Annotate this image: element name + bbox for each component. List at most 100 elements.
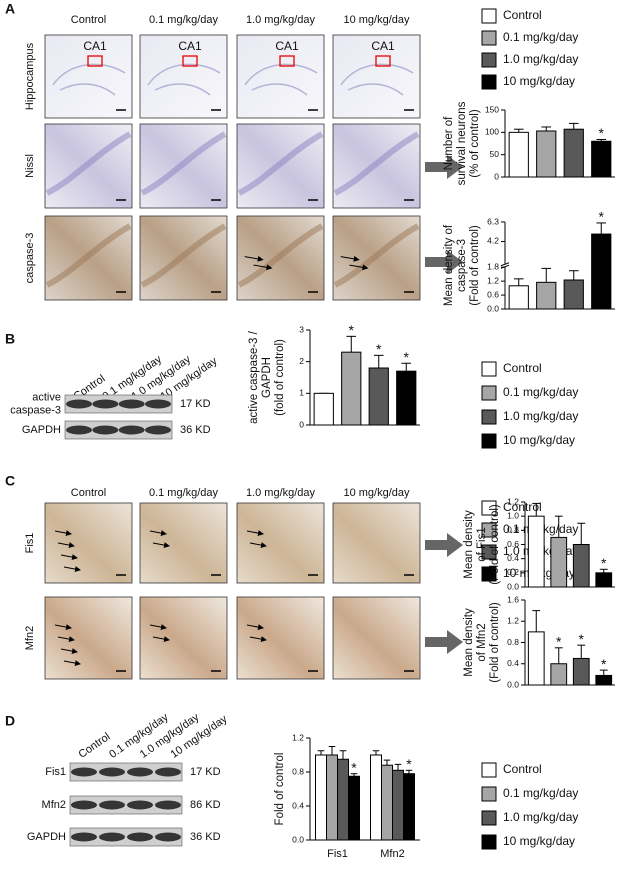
legend-label: Control	[503, 762, 542, 776]
significance-mark: *	[601, 656, 607, 672]
arrow	[349, 264, 369, 271]
y-tick-label: 1.0	[507, 510, 519, 520]
arrow	[57, 636, 75, 643]
blot-size: 17 KD	[180, 398, 211, 410]
legend-label: 1.0 mg/kg/day	[503, 409, 578, 423]
arrow	[149, 530, 167, 537]
flow-arrow	[425, 533, 463, 557]
bar	[392, 769, 404, 841]
legend-swatch	[481, 566, 497, 582]
blot-row-label: Fis1	[45, 766, 66, 778]
legend-label: 0.1 mg/kg/day	[503, 30, 578, 44]
flow-arrow	[425, 630, 463, 654]
panel-letter: D	[5, 713, 15, 729]
bar	[563, 279, 584, 310]
y-tick-label: 0.0	[507, 679, 519, 689]
y-axis-label: Mean density	[463, 510, 475, 579]
bar	[348, 775, 360, 841]
significance-mark: *	[599, 209, 605, 225]
blot-row-label: Mfn2	[42, 799, 66, 811]
legend-label: Control	[503, 500, 542, 514]
bar	[341, 351, 362, 426]
blot-band	[145, 399, 171, 409]
y-tick-label: 1	[299, 388, 304, 398]
y-tick-label: 0.4	[507, 553, 519, 563]
significance-mark: *	[376, 341, 382, 357]
y-axis-label: (Fold of control)	[469, 225, 481, 306]
cell-layer	[45, 223, 132, 288]
blot-band	[92, 399, 119, 409]
y-tick-label: 4.2	[487, 236, 499, 246]
blot-band	[99, 800, 125, 810]
y-axis-label: active caspase-3 /	[248, 330, 260, 423]
panel-letter: B	[5, 331, 15, 347]
y-axis-label: of Mfn2	[476, 623, 488, 661]
row-label: Fis1	[24, 533, 36, 554]
cell-layer	[140, 131, 227, 196]
bar	[313, 392, 334, 426]
bar	[595, 572, 613, 588]
y-tick-label: 0.0	[487, 303, 499, 313]
bar	[508, 131, 529, 178]
y-tick-label: 1.8	[487, 261, 499, 271]
x-tick-label: Fis1	[327, 848, 348, 860]
bar	[595, 674, 613, 686]
legend-swatch	[481, 409, 497, 425]
bar	[370, 754, 382, 841]
legend-swatch	[481, 810, 497, 826]
column-header: 10 mg/kg/day	[343, 14, 410, 26]
y-tick-label: 0.4	[292, 800, 304, 810]
region-label: CA1	[178, 39, 202, 53]
y-axis-label: caspase-3	[456, 239, 468, 292]
lane-label: Control	[77, 731, 113, 761]
y-tick-label: 0.8	[507, 525, 519, 535]
arrow	[63, 660, 81, 667]
y-tick-label: 1.2	[487, 275, 499, 285]
significance-mark: *	[406, 756, 412, 772]
y-axis-label: (% of control)	[469, 109, 481, 178]
y-axis-label: Fold of control	[274, 753, 286, 826]
y-tick-label: 0.8	[292, 766, 304, 776]
bar	[550, 663, 568, 686]
legend-swatch	[481, 786, 497, 802]
blot-band	[155, 832, 181, 842]
row-label: Hippocampus	[24, 42, 36, 110]
significance-mark: *	[351, 759, 357, 775]
legend-swatch	[481, 385, 497, 401]
blot-band	[127, 800, 153, 810]
arrow	[149, 624, 167, 631]
arrow	[152, 636, 170, 643]
arrow	[253, 264, 273, 271]
blot-band	[145, 425, 171, 435]
blot-band	[118, 399, 145, 409]
legend-swatch	[481, 74, 497, 90]
bar	[550, 536, 568, 588]
legend-label: 10 mg/kg/day	[503, 433, 575, 447]
cell-layer	[237, 131, 324, 196]
y-axis-label: Number of	[443, 116, 455, 170]
bar	[337, 758, 349, 841]
ca1-box	[182, 55, 198, 67]
blot-strip	[69, 827, 183, 847]
bar	[381, 764, 393, 841]
legend-swatch	[481, 834, 497, 850]
blot-strip	[64, 394, 173, 414]
y-tick-label: 0	[494, 171, 499, 181]
y-tick-label: 100	[485, 127, 499, 137]
legend-swatch	[481, 30, 497, 46]
blot-band	[66, 399, 92, 409]
legend-swatch	[481, 8, 497, 24]
bar	[527, 631, 545, 686]
legend-label: 0.1 mg/kg/day	[503, 786, 578, 800]
blot-band	[71, 832, 97, 842]
ca1-box	[87, 55, 103, 67]
flow-arrow	[425, 250, 463, 274]
bar	[403, 773, 415, 841]
column-header: Control	[71, 487, 106, 499]
arrow	[60, 648, 78, 655]
legend-swatch	[481, 762, 497, 778]
bar	[368, 367, 389, 426]
region-label: CA1	[275, 39, 299, 53]
bar	[326, 754, 338, 841]
